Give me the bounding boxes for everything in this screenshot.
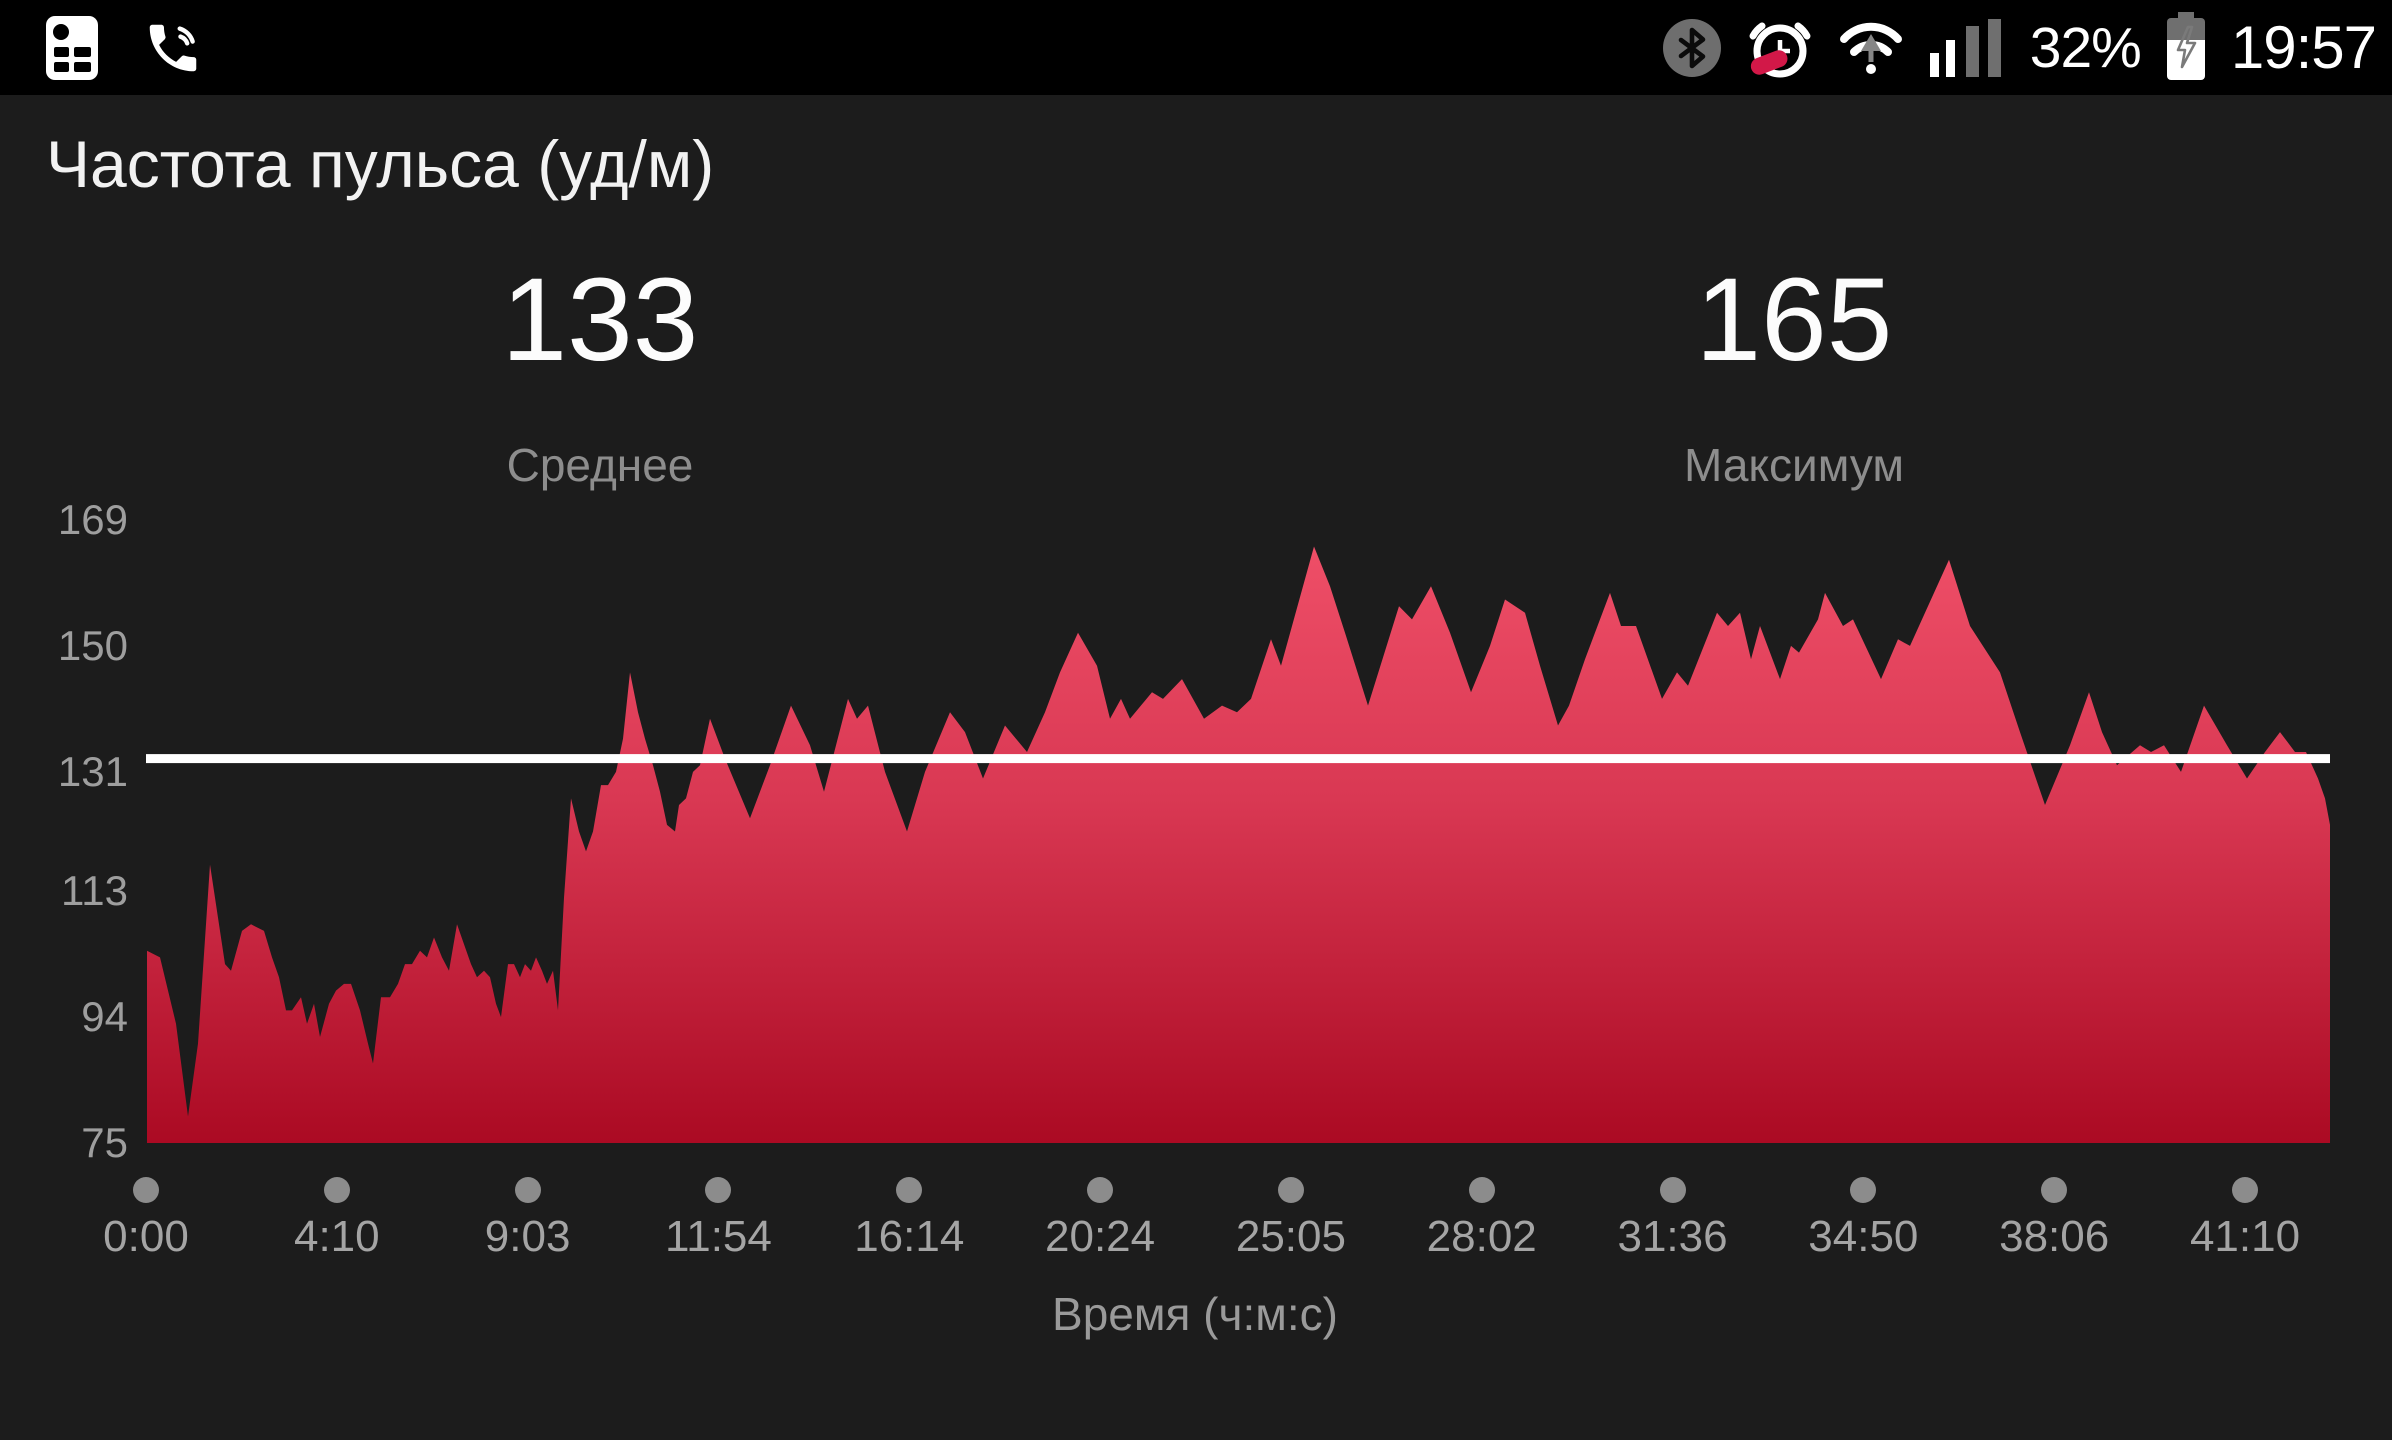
battery-percent-text: 32% — [2029, 15, 2142, 80]
heart-rate-area-chart[interactable] — [146, 520, 2330, 1143]
y-axis-label: 169 — [57, 496, 128, 543]
x-axis-label: 31:36 — [1617, 1212, 1728, 1261]
x-axis-label: 34:50 — [1808, 1212, 1919, 1261]
x-axis-label: 0:00 — [103, 1212, 189, 1261]
memo-notification-icon — [46, 15, 98, 80]
x-axis-label: 9:03 — [484, 1212, 571, 1261]
x-axis-tick-dot[interactable] — [1087, 1177, 1114, 1203]
status-bar-left — [0, 15, 204, 80]
x-axis-title: Время (ч:м:с) — [1052, 1288, 1338, 1340]
bluetooth-icon — [1662, 18, 1722, 78]
x-axis-label: 20:24 — [1045, 1212, 1156, 1261]
average-line — [146, 754, 2330, 764]
alarm-icon — [1746, 14, 1814, 82]
x-axis-tick-dot[interactable] — [133, 1177, 159, 1203]
x-axis-tick-dot[interactable] — [1659, 1177, 1686, 1203]
average-label: Среднее — [506, 439, 694, 491]
page-title: Частота пульса (уд/м) — [46, 127, 715, 201]
y-axis-label: 94 — [81, 993, 128, 1041]
x-axis-tick-dot[interactable] — [896, 1177, 923, 1203]
status-bar[interactable]: 32% 19:57 — [0, 0, 2392, 95]
y-axis-label: 131 — [57, 747, 128, 795]
x-axis-label: 25:05 — [1235, 1212, 1346, 1261]
x-axis-tick-dot[interactable] — [323, 1177, 350, 1203]
heart-rate-area — [147, 546, 2330, 1143]
y-axis-label: 113 — [61, 867, 128, 915]
average-value: 133 — [501, 254, 699, 386]
battery-charging-icon — [2165, 11, 2207, 84]
x-axis-tick-dot[interactable] — [2232, 1177, 2258, 1203]
x-axis-tick-dot[interactable] — [514, 1177, 541, 1203]
clock-text: 19:57 — [2230, 14, 2377, 81]
wifi-icon — [1838, 20, 1904, 76]
y-axis-label: 75 — [81, 1119, 128, 1166]
x-axis-label: 4:10 — [293, 1212, 380, 1261]
x-axis-tick-dot[interactable] — [1277, 1177, 1304, 1203]
x-axis-label: 16:14 — [854, 1212, 965, 1261]
x-axis-tick-dot[interactable] — [705, 1177, 732, 1203]
x-axis-label: 11:54 — [665, 1212, 772, 1261]
x-axis-tick-dot[interactable] — [1850, 1177, 1877, 1203]
x-axis-label: 28:02 — [1426, 1212, 1537, 1261]
status-bar-right: 32% 19:57 — [1662, 11, 2392, 84]
x-axis-tick-dot[interactable] — [1468, 1177, 1495, 1203]
x-axis-label: 38:06 — [1999, 1212, 2110, 1261]
maximum-value: 165 — [1695, 254, 1893, 386]
x-axis-label: 41:10 — [2189, 1212, 2301, 1261]
active-call-icon — [142, 17, 204, 79]
signal-strength-icon — [1928, 17, 2006, 79]
y-axis-label: 150 — [57, 621, 128, 669]
maximum-label: Максимум — [1683, 439, 1904, 491]
x-axis-tick-dot[interactable] — [2041, 1177, 2068, 1203]
